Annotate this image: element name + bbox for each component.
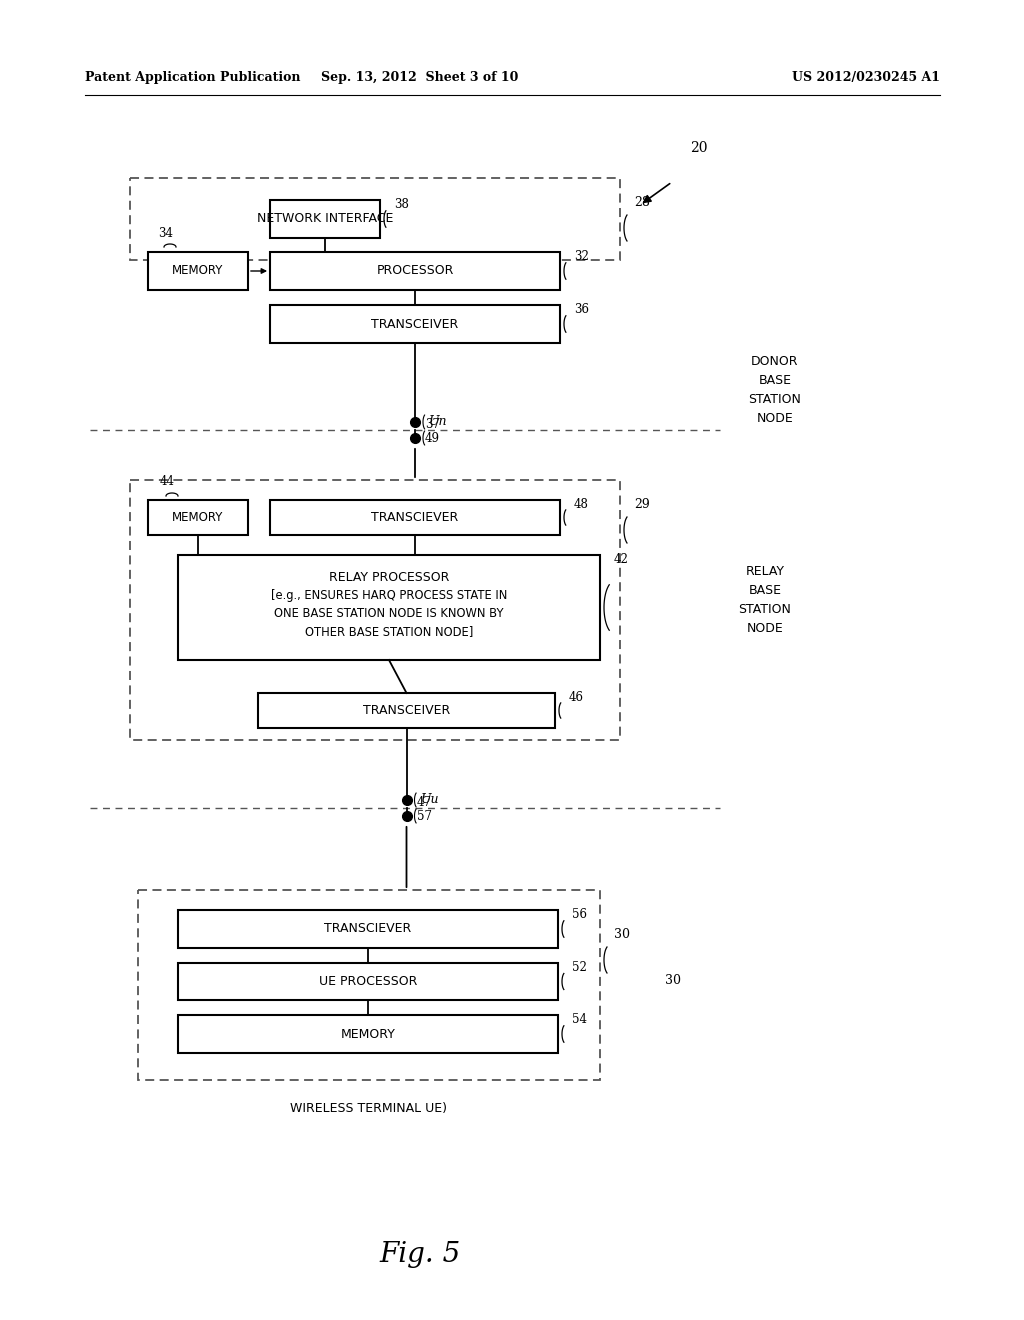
- Text: TRANSCIEVER: TRANSCIEVER: [372, 511, 459, 524]
- Text: 36: 36: [574, 304, 589, 315]
- Text: RELAY PROCESSOR: RELAY PROCESSOR: [329, 572, 450, 583]
- Text: MEMORY: MEMORY: [172, 264, 223, 277]
- Bar: [178, 964, 558, 1001]
- Text: Fig. 5: Fig. 5: [379, 1242, 461, 1269]
- Text: Patent Application Publication: Patent Application Publication: [85, 71, 300, 84]
- Text: 57: 57: [417, 809, 431, 822]
- Text: 30: 30: [614, 928, 630, 941]
- Text: 42: 42: [614, 553, 629, 566]
- Bar: [148, 252, 248, 290]
- Text: 28: 28: [634, 195, 650, 209]
- Bar: [130, 178, 620, 260]
- Text: 37: 37: [425, 418, 440, 432]
- Text: Sep. 13, 2012  Sheet 3 of 10: Sep. 13, 2012 Sheet 3 of 10: [322, 71, 519, 84]
- Bar: [138, 890, 600, 1080]
- Text: DONOR
BASE
STATION
NODE: DONOR BASE STATION NODE: [749, 355, 802, 425]
- Text: 44: 44: [160, 475, 175, 488]
- Bar: [270, 252, 560, 290]
- Text: 32: 32: [574, 249, 589, 263]
- Text: US 2012/0230245 A1: US 2012/0230245 A1: [792, 71, 940, 84]
- Text: 38: 38: [394, 198, 409, 211]
- Bar: [270, 201, 380, 238]
- Text: WIRELESS TERMINAL UE): WIRELESS TERMINAL UE): [291, 1102, 447, 1115]
- Text: 20: 20: [690, 141, 708, 154]
- Text: OTHER BASE STATION NODE]: OTHER BASE STATION NODE]: [305, 624, 473, 638]
- Text: Un: Un: [429, 414, 447, 428]
- Bar: [270, 305, 560, 343]
- Text: MEMORY: MEMORY: [172, 511, 223, 524]
- Text: 34: 34: [158, 227, 173, 240]
- Text: 54: 54: [572, 1012, 587, 1026]
- Text: 47: 47: [417, 796, 431, 809]
- Text: NETWORK INTERFACE: NETWORK INTERFACE: [257, 213, 393, 226]
- Bar: [258, 693, 555, 729]
- Bar: [178, 909, 558, 948]
- Bar: [178, 1015, 558, 1053]
- Text: [e.g., ENSURES HARQ PROCESS STATE IN: [e.g., ENSURES HARQ PROCESS STATE IN: [270, 589, 507, 602]
- Text: ONE BASE STATION NODE IS KNOWN BY: ONE BASE STATION NODE IS KNOWN BY: [274, 607, 504, 620]
- Text: Uu: Uu: [421, 793, 439, 807]
- Text: UE PROCESSOR: UE PROCESSOR: [318, 975, 417, 987]
- Text: TRANSCEIVER: TRANSCEIVER: [372, 318, 459, 330]
- Text: RELAY
BASE
STATION
NODE: RELAY BASE STATION NODE: [738, 565, 792, 635]
- Text: 56: 56: [572, 908, 587, 921]
- Bar: [148, 500, 248, 535]
- Text: PROCESSOR: PROCESSOR: [376, 264, 454, 277]
- Text: TRANSCIEVER: TRANSCIEVER: [325, 923, 412, 936]
- Text: 46: 46: [569, 690, 584, 704]
- Text: TRANSCEIVER: TRANSCEIVER: [362, 704, 451, 717]
- Text: 48: 48: [574, 498, 589, 511]
- Text: 30: 30: [665, 974, 681, 986]
- Bar: [178, 554, 600, 660]
- Bar: [130, 480, 620, 741]
- Text: MEMORY: MEMORY: [341, 1027, 395, 1040]
- Text: 49: 49: [425, 432, 440, 445]
- Bar: [270, 500, 560, 535]
- Text: 29: 29: [634, 498, 650, 511]
- Text: 52: 52: [572, 961, 587, 974]
